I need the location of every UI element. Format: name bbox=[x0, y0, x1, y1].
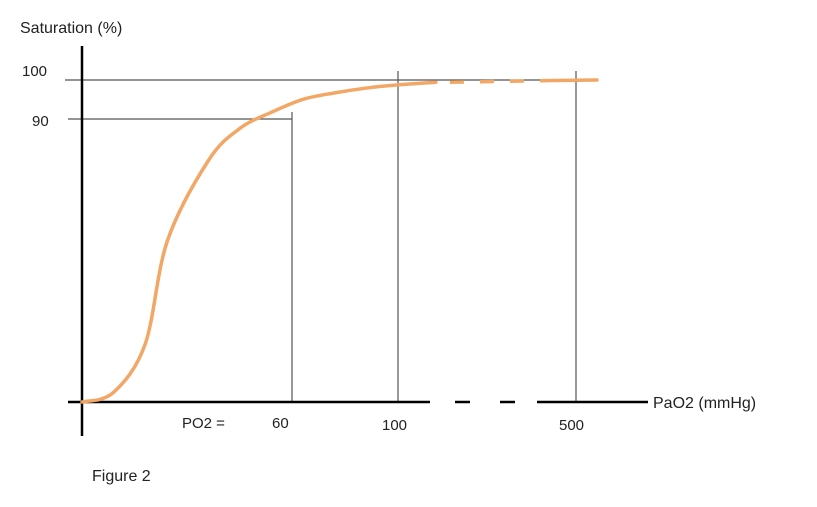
figure-caption: Figure 2 bbox=[92, 468, 151, 485]
x-axis-prefix-label: PO2 = bbox=[182, 415, 225, 432]
saturation-curve bbox=[80, 80, 438, 404]
x-tick-label-100: 100 bbox=[382, 417, 407, 434]
y-tick-label-100: 100 bbox=[22, 63, 47, 80]
y-axis-title: Saturation (%) bbox=[20, 20, 122, 37]
x-tick-label-60: 60 bbox=[272, 415, 289, 432]
x-axis-title: PaO2 (mmHg) bbox=[653, 395, 756, 412]
y-tick-label-90: 90 bbox=[32, 113, 49, 130]
x-tick-label-500: 500 bbox=[559, 417, 584, 434]
saturation-curve-break-segment bbox=[449, 78, 546, 85]
saturation-curve-tail bbox=[543, 78, 599, 83]
